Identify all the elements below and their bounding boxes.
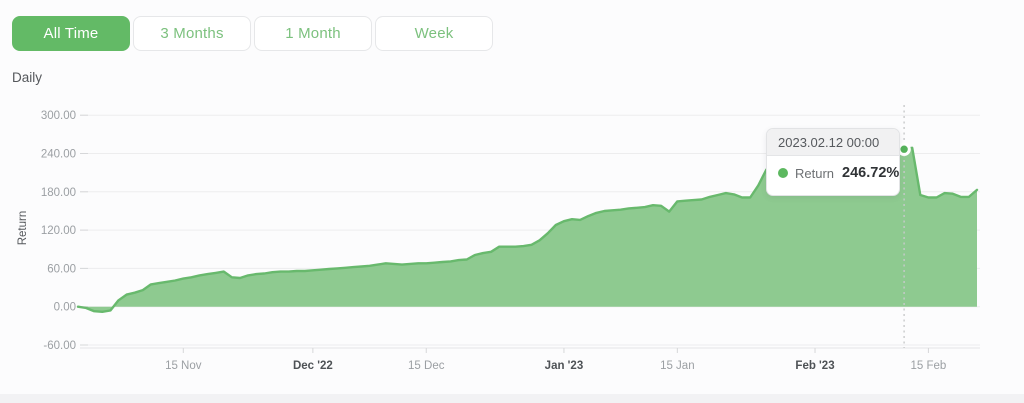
period-button-week[interactable]: Week — [375, 16, 493, 51]
x-axis-label-15-dec: 15 Dec — [408, 360, 445, 372]
y-axis-label-0: 0.00 — [54, 302, 76, 314]
tooltip-series-label: Return — [795, 165, 835, 181]
frequency-label: Daily — [12, 70, 43, 85]
x-axis-label-jan-23: Jan '23 — [545, 360, 584, 372]
y-axis-label-60: 60.00 — [47, 263, 76, 275]
x-axis-label-15-feb: 15 Feb — [910, 360, 946, 372]
y-axis-title: Return — [17, 211, 29, 246]
tooltip-body: Return 246.72% — [767, 156, 899, 190]
x-axis-label-feb-23: Feb '23 — [795, 360, 834, 372]
x-axis-label-15-jan: 15 Jan — [660, 360, 695, 372]
period-button-1-month[interactable]: 1 Month — [254, 16, 372, 51]
y-axis-label--60: -60.00 — [43, 340, 76, 352]
y-axis-label-120: 120.00 — [41, 225, 76, 237]
period-button-all-time[interactable]: All Time — [12, 16, 130, 51]
chart-tooltip: 2023.02.12 00:00 Return 246.72% — [766, 128, 900, 196]
tooltip-value: 246.72% — [842, 165, 900, 181]
page-background-strip — [0, 394, 1024, 403]
tooltip-date: 2023.02.12 00:00 — [767, 129, 899, 156]
y-axis-label-300: 300.00 — [41, 110, 76, 122]
x-axis-label-15-nov: 15 Nov — [165, 360, 202, 372]
y-axis-label-240: 240.00 — [41, 149, 76, 161]
period-button-group: All Time 3 Months 1 Month Week — [12, 16, 493, 51]
period-button-3-months[interactable]: 3 Months — [133, 16, 251, 51]
return-area[interactable] — [78, 147, 977, 312]
series-dot-icon — [778, 168, 788, 178]
x-axis-label-dec-22: Dec '22 — [293, 360, 333, 372]
y-axis-label-180: 180.00 — [41, 187, 76, 199]
